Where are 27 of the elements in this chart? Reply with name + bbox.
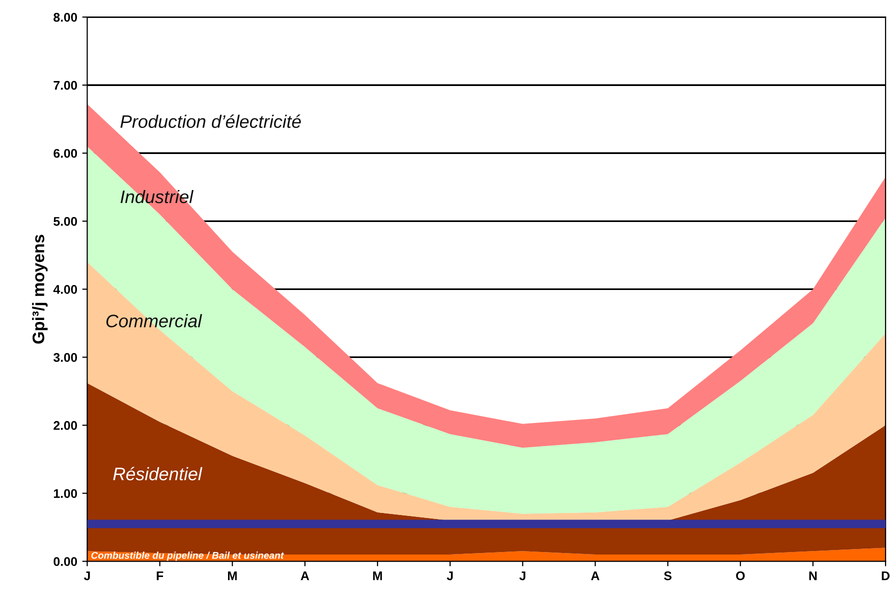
y-tick-label: 3.00 [53,353,77,362]
series-label: Commercial [106,314,202,328]
x-tick-label: D [882,572,890,580]
series-label: Résidentiel [113,466,202,480]
x-tick-label: M [373,572,382,580]
x-tick-label: A [300,572,310,580]
x-tick-label: M [228,572,237,580]
x-tick-label: J [446,572,453,580]
y-tick-label: 4.00 [53,285,77,294]
x-tick-label: F [156,572,164,580]
series-label: Combustible du pipeline / Bail et usineant [91,552,284,561]
y-axis-title: Gpi³/j moyens [32,234,48,344]
x-tick-label: J [84,572,90,580]
y-tick-label: 2.00 [54,421,77,430]
x-tick-label: O [736,571,745,580]
y-tick-label: 8.00 [54,12,77,22]
x-tick-label: A [591,572,600,580]
y-tick-label: 5.00 [54,216,77,226]
x-tick-label: J [519,572,526,580]
y-tick-label: 1.00 [54,489,77,498]
y-tick-label: 7.00 [54,80,77,90]
series-label: Production d’électricité [120,114,301,128]
y-tick-label: 6.00 [54,148,77,158]
x-tick-label: N [809,572,817,580]
x-tick-label: S [664,571,672,580]
series-label: Industriel [120,190,194,204]
y-tick-label: 0.00 [54,557,77,566]
